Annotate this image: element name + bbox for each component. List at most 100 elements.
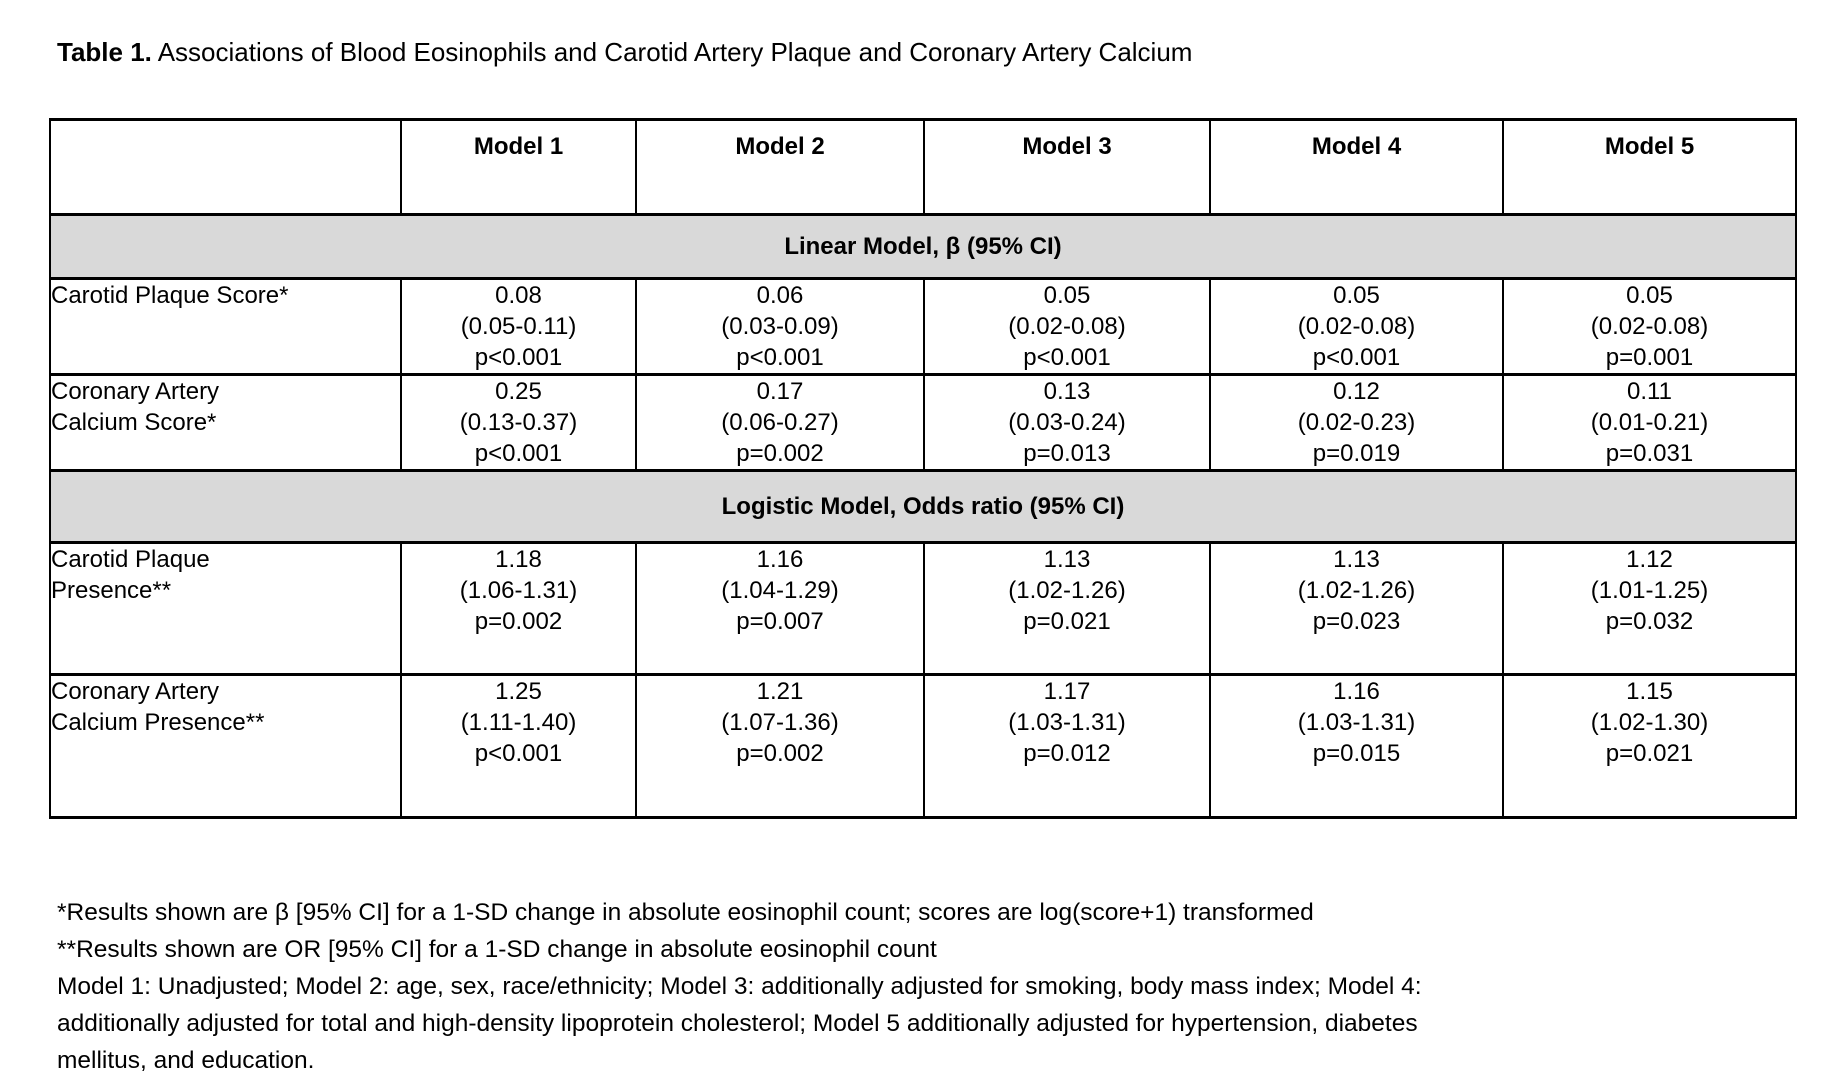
ci-value: (1.04-1.29) — [721, 577, 839, 604]
ci-value: (1.02-1.26) — [1008, 577, 1126, 604]
estimate-value: 0.12 — [1333, 378, 1380, 405]
table-cell: 0.05 (0.02-0.08) p=0.001 — [1502, 277, 1797, 376]
column-header-model-2: Model 2 — [635, 118, 925, 216]
p-value: p<0.001 — [1312, 344, 1401, 371]
estimate-value: 0.25 — [495, 378, 542, 405]
table-cell: 1.21 (1.07-1.36) p=0.002 — [635, 673, 925, 819]
estimate-value: 0.05 — [1333, 282, 1380, 309]
ci-value: (0.13-0.37) — [459, 409, 578, 436]
estimate-value: 1.21 — [756, 678, 804, 705]
p-value: p<0.001 — [474, 740, 563, 767]
p-value: p=0.031 — [1605, 440, 1694, 467]
table-cell: 1.17 (1.03-1.31) p=0.012 — [923, 673, 1211, 819]
ci-value: (1.03-1.31) — [1297, 709, 1416, 736]
table-cell: 0.12 (0.02-0.23) p=0.019 — [1209, 373, 1504, 472]
column-header-model-5: Model 5 — [1502, 118, 1797, 216]
table-cell: 1.13 (1.02-1.26) p=0.023 — [1209, 541, 1504, 676]
p-value: p=0.021 — [1605, 740, 1694, 767]
row-label-coronary-artery-calcium-score: Coronary Artery Calcium Score* — [49, 373, 402, 472]
ci-value: (1.03-1.31) — [1008, 709, 1126, 736]
table-caption: Table 1. Associations of Blood Eosinophi… — [57, 36, 1192, 68]
table-cell: 0.05 (0.02-0.08) p<0.001 — [923, 277, 1211, 376]
table-cell: 1.16 (1.04-1.29) p=0.007 — [635, 541, 925, 676]
p-value: p=0.002 — [736, 440, 824, 467]
ci-value: (1.06-1.31) — [459, 577, 578, 604]
estimate-value: 0.06 — [756, 282, 804, 309]
table-row-coronary-artery-calcium-presence: Coronary Artery Calcium Presence** 1.25 … — [49, 673, 1797, 819]
estimate-value: 0.05 — [1626, 282, 1673, 309]
row-label-carotid-plaque-score: Carotid Plaque Score* — [49, 277, 402, 376]
estimate-value: 0.13 — [1043, 378, 1091, 405]
section-header-linear-model: Linear Model, β (95% CI) — [49, 213, 1797, 280]
p-value: p=0.023 — [1312, 608, 1401, 635]
ci-value: (1.07-1.36) — [721, 709, 839, 736]
p-value: p<0.001 — [736, 344, 824, 371]
table-cell: 0.11 (0.01-0.21) p=0.031 — [1502, 373, 1797, 472]
footnotes: *Results shown are β [95% CI] for a 1-SD… — [57, 894, 1482, 1078]
table-row-carotid-plaque-score: Carotid Plaque Score* 0.08 (0.05-0.11) p… — [49, 277, 1797, 376]
footnote-model-definitions: Model 1: Unadjusted; Model 2: age, sex, … — [57, 973, 1422, 1074]
footnote-double-asterisk: **Results shown are OR [95% CI] for a 1-… — [57, 936, 937, 963]
table-cell: 0.05 (0.02-0.08) p<0.001 — [1209, 277, 1504, 376]
ci-value: (0.05-0.11) — [460, 313, 577, 340]
table-cell: 1.25 (1.11-1.40) p<0.001 — [400, 673, 637, 819]
estimate-value: 1.16 — [1333, 678, 1380, 705]
table-row-coronary-artery-calcium-score: Coronary Artery Calcium Score* 0.25 (0.1… — [49, 373, 1797, 472]
estimate-value: 0.11 — [1627, 378, 1672, 405]
p-value: p=0.007 — [736, 608, 824, 635]
ci-value: (0.06-0.27) — [721, 409, 839, 436]
ci-value: (1.11-1.40) — [460, 709, 577, 736]
p-value: p=0.021 — [1023, 608, 1111, 635]
section-header-logistic-model-label: Logistic Model, Odds ratio (95% CI) — [49, 469, 1797, 544]
table-caption-text: Associations of Blood Eosinophils and Ca… — [157, 37, 1193, 67]
table-cell: 0.13 (0.03-0.24) p=0.013 — [923, 373, 1211, 472]
table-cell: 1.15 (1.02-1.30) p=0.021 — [1502, 673, 1797, 819]
table-cell: 1.16 (1.03-1.31) p=0.015 — [1209, 673, 1504, 819]
column-header-empty — [49, 118, 402, 216]
estimate-value: 1.16 — [756, 546, 804, 573]
section-header-linear-model-label: Linear Model, β (95% CI) — [49, 213, 1797, 280]
ci-value: (0.02-0.23) — [1297, 409, 1416, 436]
p-value: p<0.001 — [474, 344, 563, 371]
table-cell: 1.18 (1.06-1.31) p=0.002 — [400, 541, 637, 676]
table-header-row: Model 1 Model 2 Model 3 Model 4 Model 5 — [49, 118, 1797, 216]
p-value: p=0.002 — [736, 740, 824, 767]
estimate-value: 0.17 — [756, 378, 804, 405]
ci-value: (0.03-0.24) — [1008, 409, 1126, 436]
estimate-value: 0.05 — [1043, 282, 1091, 309]
p-value: p=0.019 — [1312, 440, 1401, 467]
estimate-value: 1.12 — [1626, 546, 1673, 573]
table-cell: 1.13 (1.02-1.26) p=0.021 — [923, 541, 1211, 676]
p-value: p<0.001 — [474, 440, 563, 467]
column-header-model-3: Model 3 — [923, 118, 1211, 216]
table-cell: 0.08 (0.05-0.11) p<0.001 — [400, 277, 637, 376]
ci-value: (0.02-0.08) — [1297, 313, 1416, 340]
ci-value: (0.01-0.21) — [1590, 409, 1709, 436]
estimate-value: 1.13 — [1333, 546, 1380, 573]
row-label-coronary-artery-calcium-presence: Coronary Artery Calcium Presence** — [49, 673, 402, 819]
ci-value: (0.02-0.08) — [1590, 313, 1709, 340]
table-row-carotid-plaque-presence: Carotid Plaque Presence** 1.18 (1.06-1.3… — [49, 541, 1797, 676]
p-value: p<0.001 — [1023, 344, 1111, 371]
table-cell: 0.17 (0.06-0.27) p=0.002 — [635, 373, 925, 472]
p-value: p=0.001 — [1605, 344, 1694, 371]
ci-value: (1.02-1.30) — [1590, 709, 1709, 736]
row-label-carotid-plaque-presence: Carotid Plaque Presence** — [49, 541, 402, 676]
ci-value: (1.02-1.26) — [1297, 577, 1416, 604]
p-value: p=0.012 — [1023, 740, 1111, 767]
ci-value: (0.02-0.08) — [1008, 313, 1126, 340]
p-value: p=0.032 — [1605, 608, 1694, 635]
table-cell: 0.06 (0.03-0.09) p<0.001 — [635, 277, 925, 376]
estimate-value: 0.08 — [495, 282, 542, 309]
column-header-model-4: Model 4 — [1209, 118, 1504, 216]
table-cell: 0.25 (0.13-0.37) p<0.001 — [400, 373, 637, 472]
p-value: p=0.013 — [1023, 440, 1111, 467]
estimate-value: 1.15 — [1626, 678, 1673, 705]
estimate-value: 1.25 — [495, 678, 542, 705]
table-cell: 1.12 (1.01-1.25) p=0.032 — [1502, 541, 1797, 676]
column-header-model-1: Model 1 — [400, 118, 637, 216]
estimate-value: 1.18 — [495, 546, 542, 573]
results-table: Model 1 Model 2 Model 3 Model 4 Model 5 … — [49, 118, 1797, 819]
p-value: p=0.015 — [1312, 740, 1401, 767]
